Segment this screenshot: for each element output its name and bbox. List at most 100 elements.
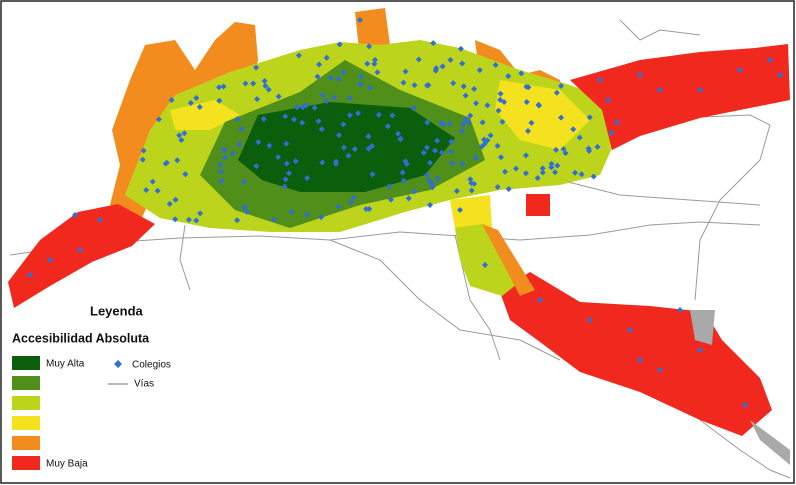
- school: [518, 70, 525, 77]
- school: [387, 196, 394, 203]
- legend-swatch: [12, 376, 40, 390]
- school: [220, 83, 227, 90]
- school: [468, 187, 475, 194]
- school: [172, 196, 179, 203]
- school: [484, 102, 491, 109]
- school: [218, 168, 225, 175]
- zone-yellow: [495, 80, 590, 150]
- zone-red: [8, 204, 155, 308]
- school: [558, 82, 565, 89]
- legend-swatch: [12, 356, 40, 370]
- school: [535, 102, 542, 109]
- school: [430, 40, 437, 47]
- school: [427, 159, 434, 166]
- school: [586, 114, 593, 121]
- school: [351, 146, 358, 153]
- school: [657, 87, 663, 93]
- school: [590, 173, 597, 180]
- school: [522, 170, 529, 177]
- school: [172, 216, 179, 223]
- school: [261, 78, 268, 85]
- school: [350, 194, 357, 201]
- school: [497, 154, 504, 161]
- school: [364, 60, 371, 67]
- school: [737, 67, 743, 73]
- school: [345, 152, 352, 159]
- school: [462, 92, 469, 99]
- school: [450, 80, 457, 87]
- school: [355, 110, 362, 117]
- school: [562, 150, 569, 157]
- school: [432, 67, 439, 74]
- school: [554, 162, 561, 169]
- school: [400, 79, 407, 86]
- school: [594, 143, 601, 150]
- school: [389, 112, 396, 119]
- school: [449, 160, 456, 167]
- school: [447, 56, 454, 63]
- school: [262, 82, 269, 89]
- school: [323, 98, 330, 105]
- zone-gray: [750, 420, 790, 465]
- school: [366, 206, 373, 213]
- school: [402, 158, 409, 165]
- legend-swatch: [12, 436, 40, 450]
- school: [323, 54, 330, 61]
- legend-swatch: [12, 456, 40, 470]
- school: [365, 133, 372, 140]
- school: [143, 187, 150, 194]
- school: [294, 104, 301, 111]
- school: [627, 327, 633, 333]
- school: [553, 146, 560, 153]
- school: [420, 149, 427, 156]
- school: [415, 56, 422, 63]
- school: [453, 187, 460, 194]
- school: [346, 95, 353, 102]
- school: [447, 148, 454, 155]
- school: [238, 125, 245, 132]
- legend: Leyenda Accesibilidad Absoluta Muy Alta M…: [12, 303, 171, 470]
- school: [458, 128, 465, 135]
- school: [149, 178, 156, 185]
- school: [534, 175, 541, 182]
- school: [281, 183, 288, 190]
- school: [411, 82, 418, 89]
- school: [473, 100, 480, 107]
- school: [460, 121, 467, 128]
- school: [253, 64, 260, 71]
- school: [241, 178, 248, 185]
- school: [501, 99, 508, 106]
- school: [405, 195, 412, 202]
- school: [335, 75, 342, 82]
- school: [476, 67, 483, 74]
- school: [216, 84, 223, 91]
- school: [181, 130, 188, 137]
- school: [494, 184, 501, 191]
- school: [187, 100, 194, 107]
- school: [487, 132, 494, 139]
- school: [528, 119, 535, 126]
- school: [299, 119, 306, 126]
- school: [505, 185, 512, 192]
- school: [578, 171, 585, 178]
- school: [742, 402, 748, 408]
- school: [234, 115, 241, 122]
- school: [155, 116, 162, 123]
- school: [72, 212, 78, 218]
- school: [553, 89, 560, 96]
- zones: [8, 8, 790, 465]
- school: [424, 171, 431, 178]
- school: [369, 171, 376, 178]
- school: [497, 90, 504, 97]
- school: [548, 164, 555, 171]
- school: [439, 63, 446, 70]
- school: [216, 97, 223, 104]
- school: [193, 217, 200, 224]
- school: [523, 83, 530, 90]
- legend-swatch: [12, 416, 40, 430]
- school: [411, 188, 418, 195]
- school: [282, 176, 289, 183]
- zone-yellow-green: [455, 224, 522, 296]
- school: [318, 214, 325, 221]
- school: [222, 154, 229, 161]
